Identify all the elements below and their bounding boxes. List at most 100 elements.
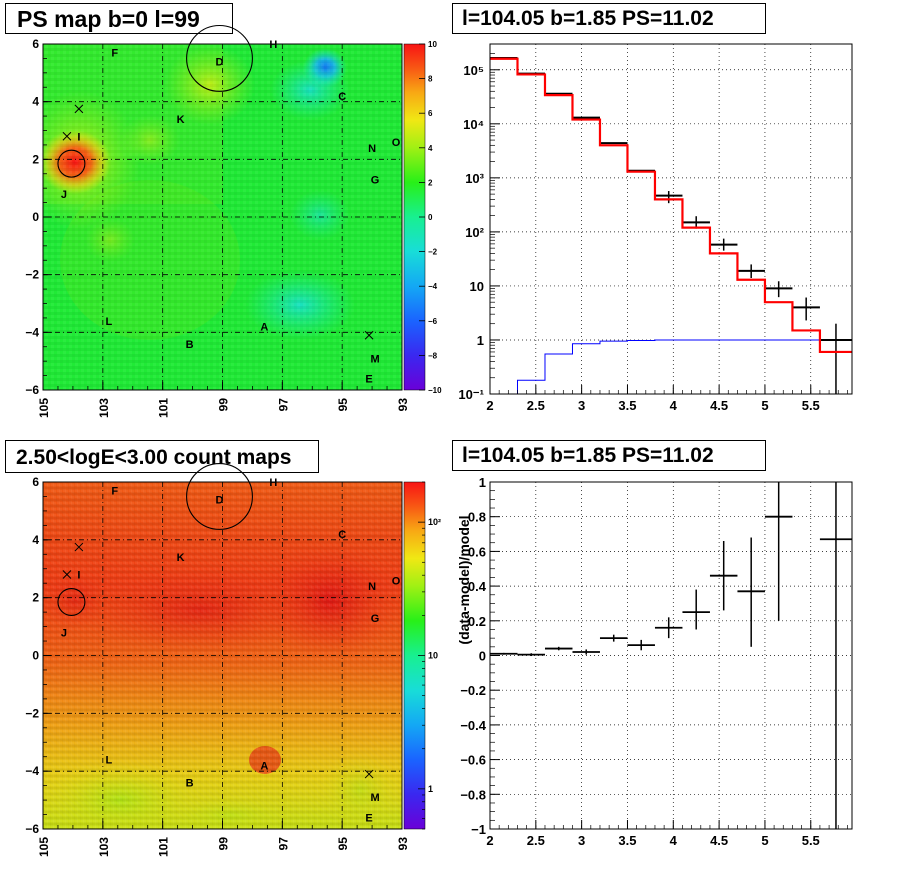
source-circle-marker (57, 587, 86, 617)
source-label: K (177, 114, 185, 126)
x-tick-label: 2.5 (527, 833, 545, 848)
x-tick-label: 95 (336, 398, 350, 412)
ps-map-colorbar-ticks: 10 8 6 4 2 0 −2 −4 −6 −8 −10 (419, 40, 442, 395)
y-tick-label: 1 (479, 475, 486, 490)
y-tick-label: −6 (25, 822, 39, 836)
source-label: O (392, 137, 401, 149)
x-tick-label: 103 (97, 398, 111, 418)
count-map-title: 2.50<logE<3.00 count maps (5, 440, 319, 473)
source-label: L (105, 316, 112, 328)
colorbar-tick-label: 8 (428, 75, 433, 84)
source-label: I (77, 570, 80, 582)
colorbar-tick-label: −2 (428, 248, 438, 257)
data-point (792, 297, 820, 321)
count-map-colorbar (404, 482, 425, 829)
source-label: M (370, 353, 379, 365)
data-point (654, 191, 683, 204)
ps-map-overlay: F D H C K N O G I J L A B ME (57, 24, 401, 385)
x-tick-label: 5.5 (802, 833, 820, 848)
y-tick-label: −0.2 (460, 683, 486, 698)
y-tick-label: 4 (32, 533, 39, 547)
source-label: D (216, 494, 224, 506)
residual-point (709, 540, 738, 611)
source-label: K (177, 552, 185, 564)
colorbar-tick-label: 2 (428, 178, 433, 187)
x-tick-label: 103 (97, 837, 111, 857)
x-tick-label: 2.5 (527, 398, 545, 413)
source-label: F (111, 486, 118, 498)
y-tick-label: −4 (25, 325, 39, 339)
background-model-histogram (490, 339, 852, 394)
colorbar-tick-label: 6 (428, 109, 433, 118)
y-tick-label: 6 (32, 475, 39, 489)
x-tick-label: 101 (157, 837, 171, 857)
y-tick-label: 0.6 (468, 544, 486, 559)
x-tick-label: 4 (670, 833, 678, 848)
residual-point (627, 639, 655, 651)
source-label: C (338, 91, 346, 103)
residual-panel: 2 2.5 3 3.5 4 4.5 5 5.5 1 0.8 0.6 0.4 0.2 0 −0.2 −0.4 −0… (456, 475, 853, 848)
residual-axes: 2 2.5 3 3.5 4 4.5 5 5.5 1 0.8 0.6 0.4 0.2 0 −0.2 −0.4 −0… (460, 475, 848, 848)
source-label: G (371, 175, 380, 187)
x-tick-label: 2 (486, 833, 493, 848)
source-circle-marker (186, 463, 253, 530)
x-tick-label: 5.5 (802, 398, 820, 413)
residual-point (599, 634, 628, 642)
source-label: M (370, 792, 379, 804)
y-tick-label: 10³ (465, 171, 484, 186)
colorbar-tick-label: −4 (428, 282, 438, 291)
x-tick-label: 101 (157, 398, 171, 418)
x-tick-label: 93 (396, 398, 410, 412)
x-tick-label: 97 (276, 837, 290, 851)
y-tick-label: 6 (32, 37, 39, 51)
colorbar-tick-label: 10² (428, 517, 441, 527)
y-tick-label: 10⁻¹ (458, 387, 484, 402)
source-label: A (260, 760, 268, 772)
source-label: I (77, 131, 80, 143)
residual-point (764, 482, 793, 621)
colorbar-tick-label: 4 (428, 144, 433, 153)
count-map-colorbar-ticks: 10² 10 1 (418, 481, 441, 830)
data-point (764, 281, 793, 298)
y-tick-label: −2 (25, 268, 39, 282)
spectrum-panel: 2 2.5 3 3.5 4 4.5 5 5.5 10⁻¹ 1 10 10² 10³ 10⁴ 10⁵ (458, 43, 853, 413)
source-label: G (371, 613, 380, 625)
x-tick-label: 95 (336, 837, 350, 851)
y-tick-label: −6 (25, 383, 39, 397)
source-label: L (105, 755, 112, 767)
source-label: D (216, 56, 224, 68)
x-tick-label: 5 (761, 833, 768, 848)
y-tick-label: 10⁵ (463, 63, 484, 78)
x-tick-label: 3 (578, 398, 585, 413)
source-label: B (186, 339, 194, 351)
x-tick-label: 105 (37, 837, 51, 857)
residual-grid (490, 482, 852, 829)
source-label: N (368, 143, 376, 155)
residual-point (737, 537, 765, 647)
y-tick-label: −4 (25, 764, 39, 778)
y-tick-label: 10⁴ (463, 117, 484, 132)
source-cross-marker (62, 131, 72, 141)
count-map-overlay: F D H C K N O G I J L A B ME (57, 463, 401, 824)
y-tick-label: −0.4 (460, 718, 486, 733)
data-point (737, 264, 765, 279)
data-point (709, 238, 738, 251)
residual-point (654, 617, 683, 639)
data-point (819, 323, 852, 394)
y-tick-label: 1 (477, 333, 484, 348)
y-tick-label: 0.2 (468, 614, 486, 629)
y-tick-label: 4 (32, 95, 39, 109)
source-circle-marker (57, 149, 86, 178)
colorbar-tick-label: 0 (428, 213, 433, 222)
source-label: J (61, 189, 67, 201)
source-cross-marker (62, 570, 72, 579)
x-tick-label: 3.5 (618, 833, 636, 848)
source-label: B (186, 778, 194, 790)
y-tick-label: 0 (32, 649, 39, 663)
source-label: E (365, 812, 372, 824)
spectrum-title: l=104.05 b=1.85 PS=11.02 (452, 3, 766, 34)
colorbar-tick-label: −10 (428, 386, 442, 395)
y-tick-label: 10 (470, 279, 484, 294)
